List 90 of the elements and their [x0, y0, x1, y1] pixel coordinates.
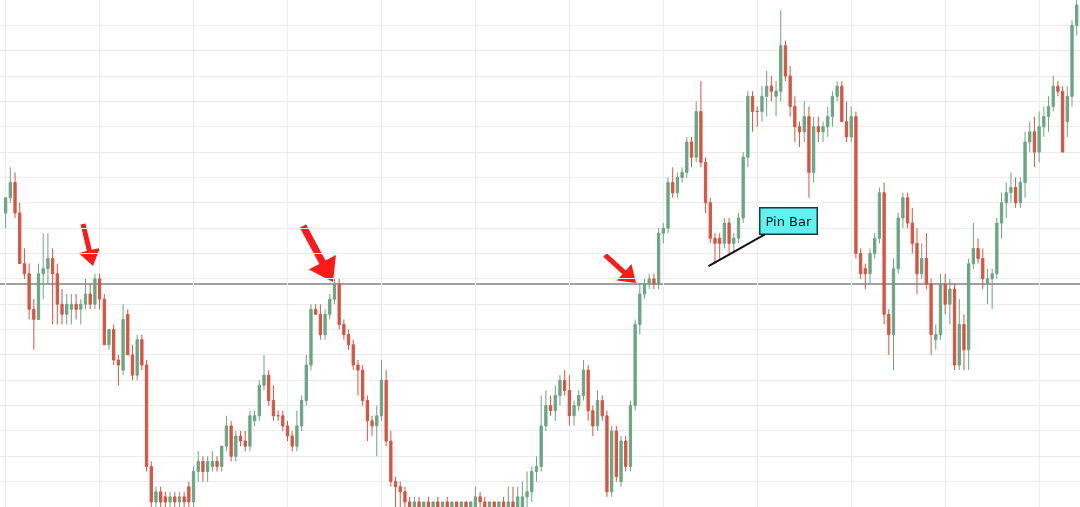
candlestick: [609, 425, 614, 498]
candlestick: [497, 501, 501, 507]
candlestick: [116, 354, 121, 386]
candlestick: [563, 369, 567, 396]
candlestick: [769, 75, 774, 102]
candlestick: [920, 242, 924, 280]
candlestick: [445, 496, 449, 507]
candlestick: [807, 105, 811, 199]
candlestick: [619, 435, 623, 488]
candlestick: [501, 496, 506, 507]
candlestick: [755, 105, 759, 128]
candlestick: [492, 501, 496, 507]
candlestick: [722, 217, 727, 249]
candlestick: [816, 116, 820, 143]
candlestick: [750, 90, 755, 133]
candlestick: [985, 268, 990, 305]
candlestick: [957, 298, 961, 371]
candlestick: [459, 501, 463, 507]
candlestick: [943, 273, 947, 315]
candlestick: [248, 410, 252, 452]
candlestick: [967, 258, 971, 371]
candlestick: [1013, 176, 1018, 209]
candlestick: [159, 486, 163, 507]
candlestick: [238, 430, 243, 447]
candlestick: [652, 273, 656, 290]
candlestick: [802, 100, 806, 143]
candlestick: [173, 491, 177, 507]
candlestick: [450, 501, 454, 507]
candlestick: [971, 222, 976, 270]
candlestick: [210, 450, 214, 473]
candlestick: [3, 197, 8, 229]
candlestick: [548, 394, 553, 417]
candlestick: [234, 430, 238, 462]
candlestick: [511, 486, 515, 507]
candlestick: [121, 303, 125, 376]
candlestick: [849, 105, 853, 143]
candlestick: [1060, 85, 1065, 153]
candlestick: [205, 455, 210, 483]
candlestick: [215, 455, 219, 473]
candlestick: [952, 283, 957, 371]
candlestick: [107, 329, 111, 351]
candlestick: [863, 263, 867, 290]
candlestick: [671, 166, 675, 199]
candlestick: [948, 278, 952, 325]
candlestick: [689, 136, 694, 168]
candlestick: [154, 486, 158, 507]
candlestick: [624, 435, 628, 473]
candlestick: [412, 496, 416, 507]
candlestick: [318, 303, 323, 341]
candlestick: [506, 486, 510, 507]
candlestick: [177, 491, 182, 507]
candlestick: [74, 293, 78, 320]
candlestick: [567, 374, 572, 427]
candlestick: [276, 410, 280, 422]
candlestick: [426, 496, 431, 507]
candlestick: [135, 334, 139, 381]
candlestick: [422, 501, 426, 507]
candlestick: [454, 501, 459, 507]
candlestick: [112, 323, 116, 366]
candlestick: [431, 501, 435, 507]
candlestick: [811, 116, 816, 184]
candlestick: [93, 273, 97, 310]
candlestick: [962, 313, 966, 371]
candlestick: [163, 491, 168, 507]
candlestick: [229, 420, 233, 462]
candlestick: [201, 455, 205, 483]
candlestick: [487, 501, 492, 507]
candlestick: [88, 283, 92, 310]
candlestick: [243, 430, 247, 452]
candlestick: [614, 425, 618, 483]
candlestick: [464, 501, 468, 507]
candlestick: [675, 171, 680, 199]
candlestick: [727, 217, 731, 254]
candlestick: [694, 100, 698, 163]
candlestick: [595, 389, 600, 432]
candlestick: [65, 293, 69, 325]
candlestick: [436, 496, 440, 507]
candlestick: [440, 501, 445, 507]
candlestick: [50, 247, 55, 325]
candlestick: [314, 303, 318, 315]
candlestick: [69, 293, 74, 325]
candlestick: [365, 394, 370, 442]
candlestick: [168, 491, 172, 507]
candlestick: [473, 486, 478, 507]
candlestick: [8, 166, 12, 204]
candlestick: [417, 496, 421, 507]
annotation: Pin Bar: [765, 213, 812, 229]
candlestick: [516, 486, 520, 507]
candlestick: [1032, 116, 1037, 168]
candlestick: [656, 227, 661, 290]
